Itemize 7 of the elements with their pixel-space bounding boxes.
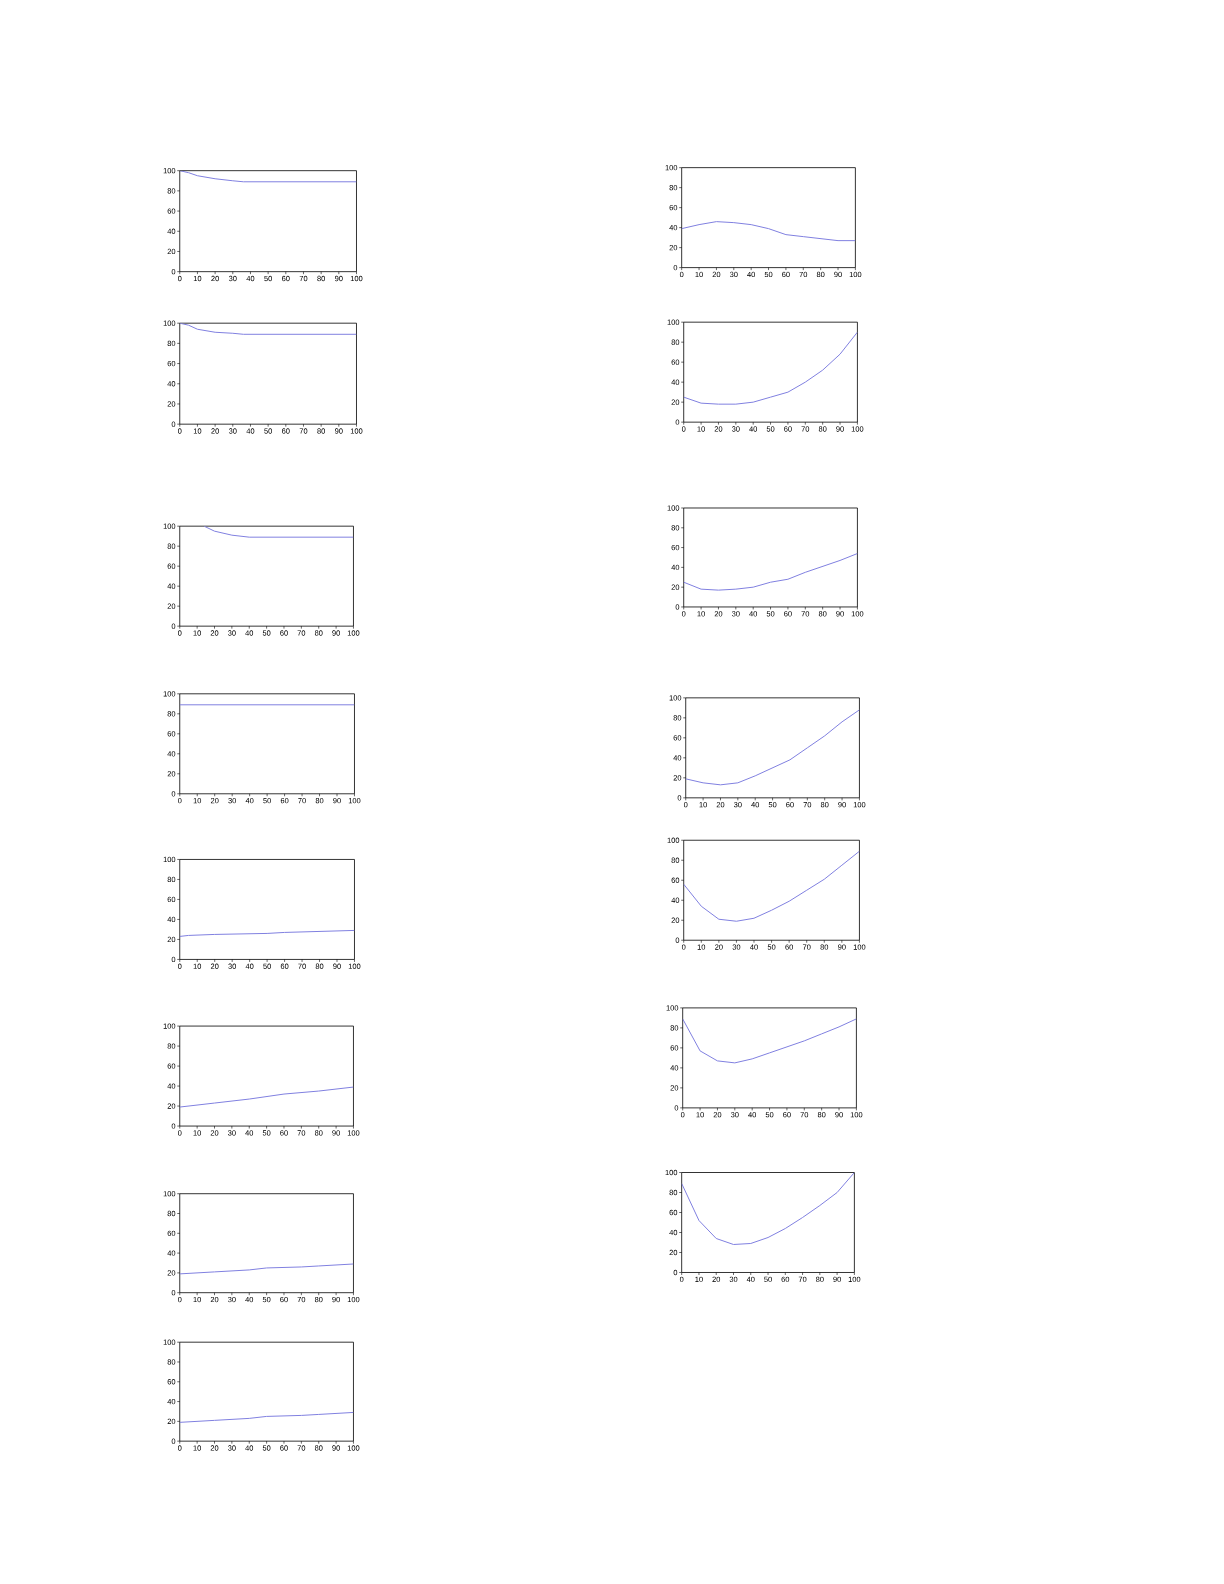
line-series	[179, 1411, 354, 1423]
line-series	[683, 331, 858, 405]
line-series	[683, 850, 860, 922]
line-series	[179, 1263, 354, 1275]
line-series	[203, 526, 354, 538]
line-series	[179, 1086, 354, 1108]
line-series	[681, 1172, 855, 1245]
